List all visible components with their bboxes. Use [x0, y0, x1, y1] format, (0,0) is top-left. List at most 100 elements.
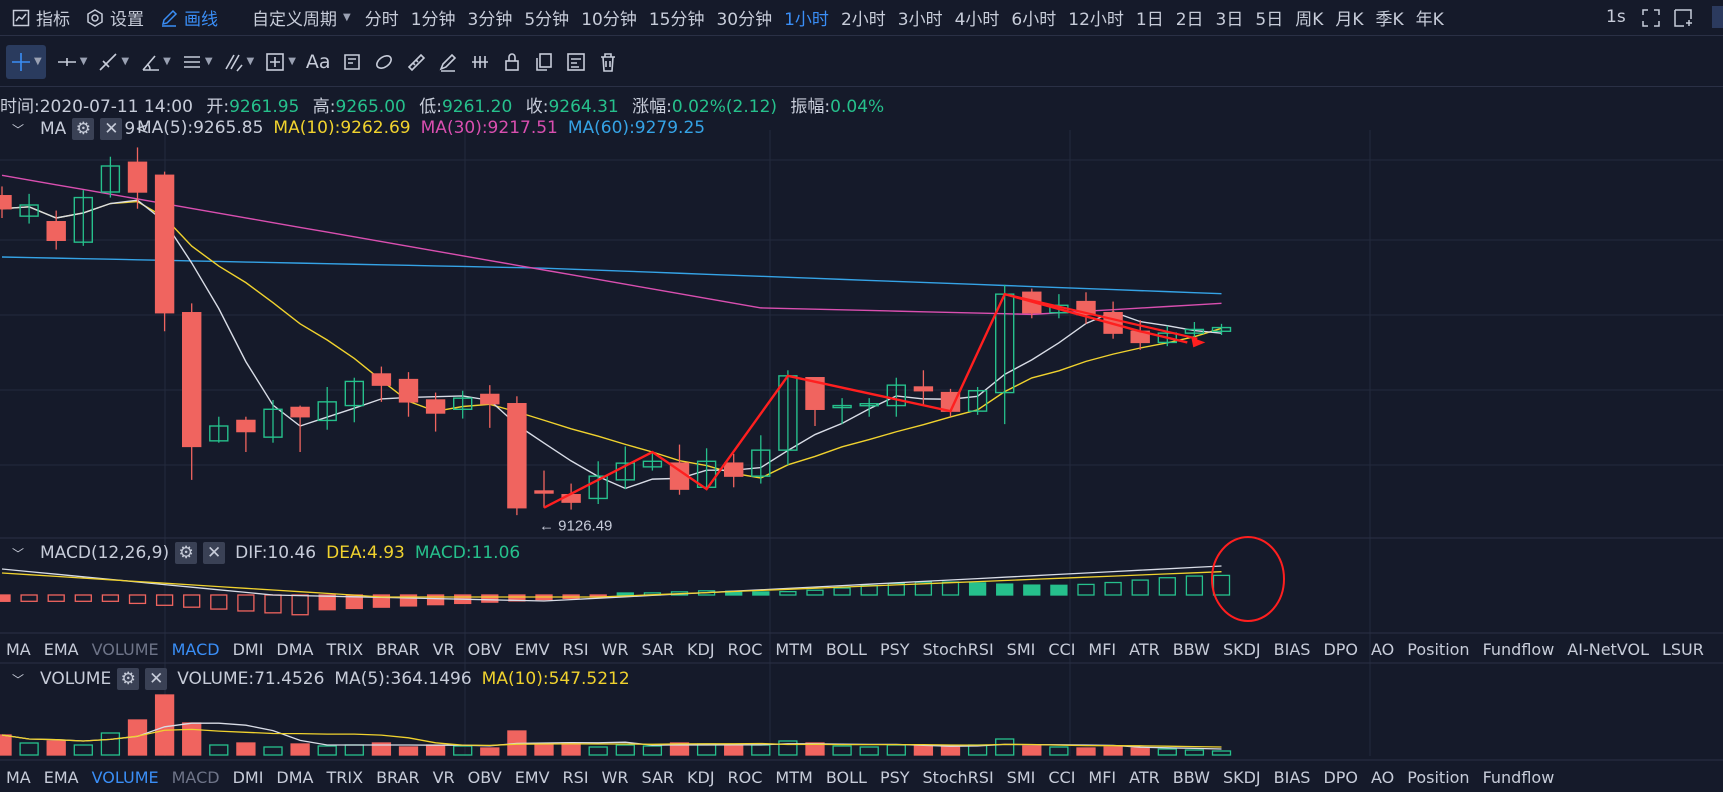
indicator-tab-dma[interactable]: DMA [276, 639, 314, 659]
indicator-tab-mfi[interactable]: MFI [1088, 767, 1117, 787]
indicator-tab-sar[interactable]: SAR [641, 639, 674, 659]
chevron-down-icon[interactable]: ▼ [246, 56, 255, 67]
indicator-tab-roc[interactable]: ROC [727, 767, 763, 787]
indicator-tab-kdj[interactable]: KDJ [687, 639, 715, 659]
settings-gear-icon[interactable]: ⚙ [175, 542, 198, 564]
indicator-tab-emv[interactable]: EMV [514, 639, 550, 659]
collapse-chevron-icon[interactable]: ﹀ [12, 546, 25, 561]
chevron-down-icon[interactable]: ▼ [288, 56, 296, 67]
parallel-channel-tool[interactable]: ▼ [181, 45, 213, 79]
indicator-tab-ai-netvol[interactable]: AI-NetVOL [1567, 639, 1649, 659]
indicator-tab-boll[interactable]: BOLL [825, 639, 867, 659]
indicator-tab-position[interactable]: Position [1407, 639, 1470, 659]
indicator-tab-ema[interactable]: EMA [43, 639, 79, 659]
indicator-tab-ma[interactable]: MA [6, 639, 31, 659]
period-18[interactable]: 月K [1335, 10, 1364, 30]
indicator-tab-rsi[interactable]: RSI [562, 639, 589, 659]
draw-button[interactable]: 画线 [158, 5, 218, 30]
crosshair-tool[interactable]: ▼ [6, 44, 46, 79]
indicator-tab-lsur[interactable]: LSUR [1661, 639, 1704, 659]
indicator-tab-dpo[interactable]: DPO [1323, 767, 1358, 787]
indicator-tab-trix[interactable]: TRIX [326, 767, 364, 787]
close-icon[interactable]: ✕ [100, 118, 123, 140]
indicator-tab-dmi[interactable]: DMI [232, 767, 264, 787]
fullscreen-icon[interactable] [1640, 7, 1662, 29]
indicator-tab-fundflow[interactable]: Fundflow [1482, 639, 1555, 659]
period-14[interactable]: 2日 [1175, 10, 1204, 30]
lock-tool[interactable] [501, 45, 523, 79]
indicator-tab-bbw[interactable]: BBW [1172, 767, 1210, 787]
indicator-tab-skdj[interactable]: SKDJ [1222, 639, 1261, 659]
indicator-tab-mfi[interactable]: MFI [1088, 639, 1117, 659]
period-15[interactable]: 3日 [1215, 10, 1244, 30]
refresh-interval[interactable]: 1s [1606, 7, 1626, 27]
indicator-tab-stochrsi[interactable]: StochRSI [922, 639, 994, 659]
custom-period-dropdown[interactable]: 自定义周期 ▼ [252, 5, 351, 30]
indicator-tab-atr[interactable]: ATR [1129, 639, 1160, 659]
indicators-button[interactable]: 指标 [10, 5, 70, 30]
indicator-tab-dma[interactable]: DMA [276, 767, 314, 787]
period-12[interactable]: 12小时 [1068, 10, 1124, 30]
indicator-tab-volume[interactable]: VOLUME [91, 639, 159, 659]
indicator-tab-ao[interactable]: AO [1371, 767, 1395, 787]
indicator-tab-emv[interactable]: EMV [514, 767, 550, 787]
horizontal-line-tool[interactable]: ▼ [56, 45, 88, 79]
indicator-tab-atr[interactable]: ATR [1129, 767, 1160, 787]
side-panel-toggle[interactable] [1712, 6, 1723, 28]
period-1[interactable]: 1分钟 [410, 10, 456, 30]
settings-gear-icon[interactable]: ⚙ [117, 668, 140, 690]
indicator-tab-cci[interactable]: CCI [1048, 767, 1076, 787]
indicator-tab-obv[interactable]: OBV [467, 639, 502, 659]
indicator-tab-ema[interactable]: EMA [43, 767, 79, 787]
fibonacci-tool[interactable]: ▼ [223, 45, 255, 79]
period-19[interactable]: 季K [1375, 10, 1404, 30]
indicator-tab-fundflow[interactable]: Fundflow [1482, 767, 1555, 787]
period-0[interactable]: 分时 [364, 10, 399, 30]
period-8[interactable]: 2小时 [840, 10, 886, 30]
period-10[interactable]: 4小时 [954, 10, 1000, 30]
collapse-chevron-icon[interactable]: ﹀ [12, 122, 25, 137]
indicator-tab-bbw[interactable]: BBW [1172, 639, 1210, 659]
pencil-tool[interactable] [437, 45, 459, 79]
angle-tool[interactable]: ▼ [139, 45, 171, 79]
trend-line-tool[interactable]: ▼ [97, 45, 129, 79]
close-icon[interactable]: ✕ [203, 542, 226, 564]
measure-tool[interactable] [341, 45, 363, 79]
indicator-tab-macd[interactable]: MACD [171, 767, 220, 787]
indicator-tab-stochrsi[interactable]: StochRSI [922, 767, 994, 787]
period-9[interactable]: 3小时 [897, 10, 943, 30]
templates-tool[interactable] [565, 45, 587, 79]
settings-button[interactable]: 设置 [84, 5, 144, 30]
close-icon[interactable]: ✕ [145, 668, 168, 690]
trash-tool[interactable] [597, 45, 619, 79]
chevron-down-icon[interactable]: ▼ [79, 56, 88, 67]
copy-tool[interactable] [533, 45, 555, 79]
text-tool[interactable]: Aa [306, 45, 331, 79]
period-20[interactable]: 年K [1415, 10, 1444, 30]
period-11[interactable]: 6小时 [1011, 10, 1057, 30]
indicator-tab-vr[interactable]: VR [432, 767, 455, 787]
indicator-tab-roc[interactable]: ROC [727, 639, 763, 659]
rectangle-tool[interactable]: ▼ [264, 45, 296, 79]
indicator-tab-macd[interactable]: MACD [171, 639, 220, 659]
collapse-chevron-icon[interactable]: ﹀ [12, 672, 25, 687]
ruler-tool[interactable] [405, 45, 427, 79]
indicator-tab-obv[interactable]: OBV [467, 767, 502, 787]
indicator-tab-dmi[interactable]: DMI [232, 639, 264, 659]
brush-tool[interactable] [373, 45, 395, 79]
period-16[interactable]: 5日 [1255, 10, 1284, 30]
chevron-down-icon[interactable]: ▼ [34, 56, 42, 67]
settings-gear-icon[interactable]: ⚙ [72, 118, 95, 140]
indicator-tab-rsi[interactable]: RSI [562, 767, 589, 787]
indicator-tab-brar[interactable]: BRAR [376, 767, 420, 787]
indicator-tab-mtm[interactable]: MTM [775, 767, 813, 787]
chevron-down-icon[interactable]: ▼ [163, 56, 171, 67]
indicator-tab-psy[interactable]: PSY [879, 767, 910, 787]
period-4[interactable]: 10分钟 [581, 10, 637, 30]
indicator-tab-wr[interactable]: WR [601, 639, 629, 659]
indicator-tab-sar[interactable]: SAR [641, 767, 674, 787]
screenshot-icon[interactable] [1672, 7, 1694, 29]
indicator-tab-ma[interactable]: MA [6, 767, 31, 787]
period-13[interactable]: 1日 [1135, 10, 1164, 30]
